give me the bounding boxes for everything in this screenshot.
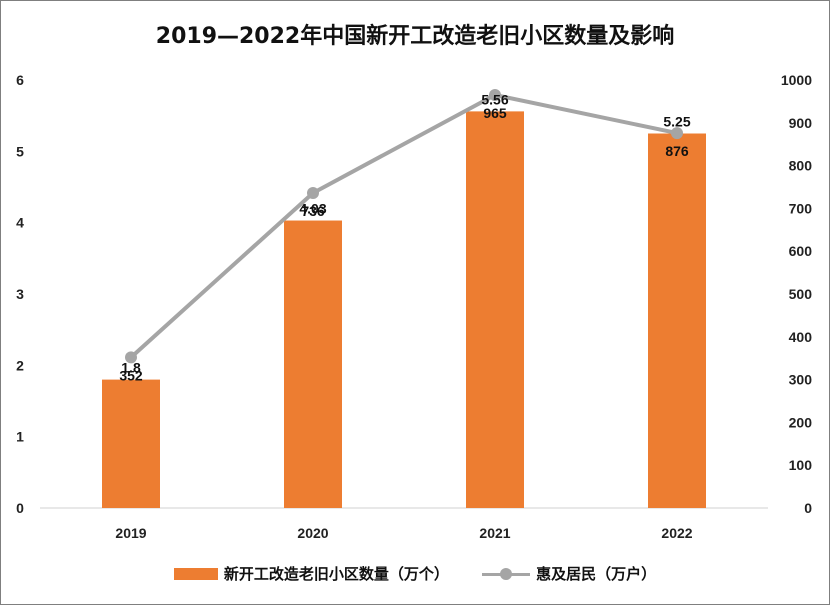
x-tick-label: 2019 (115, 525, 146, 541)
bar-data-label: 5.56 (481, 91, 508, 107)
legend-label-bars: 新开工改造老旧小区数量（万个） (223, 565, 449, 583)
line-point (489, 88, 501, 101)
legend-label-line: 惠及居民（万户） (536, 565, 657, 583)
right-tick-label: 300 (789, 372, 813, 388)
right-tick-label: 800 (789, 158, 813, 174)
left-tick-label: 5 (16, 143, 24, 159)
right-tick-label: 600 (789, 243, 813, 259)
left-tick-label: 1 (16, 429, 24, 445)
legend-swatch-bar (173, 567, 218, 580)
line-point (307, 186, 319, 199)
legend-item-line: 惠及居民（万户） (482, 563, 656, 584)
left-tick-label: 6 (16, 72, 24, 88)
x-tick-label: 2022 (661, 525, 692, 541)
line-point (125, 351, 137, 364)
legend-swatch-line (482, 567, 531, 580)
right-tick-label: 200 (789, 414, 813, 430)
left-tick-label: 4 (16, 215, 24, 231)
right-tick-label: 1000 (781, 72, 812, 88)
right-tick-label: 0 (804, 500, 812, 516)
x-tick-label: 2020 (297, 525, 328, 541)
line-data-label: 352 (119, 367, 143, 383)
series-line (129, 92, 678, 359)
line-data-label: 876 (665, 143, 689, 159)
bar-data-label: 5.25 (663, 114, 690, 130)
left-tick-label: 0 (16, 500, 24, 516)
bar (102, 379, 160, 508)
bar-data-label: 1.8 (121, 360, 141, 376)
line-data-label: 965 (483, 105, 507, 121)
right-tick-label: 700 (789, 200, 813, 216)
chart-title: 2019—2022年中国新开工改造老旧小区数量及影响 (155, 24, 675, 49)
legend-item-bars: 新开工改造老旧小区数量（万个） (173, 563, 449, 584)
legend: 新开工改造老旧小区数量（万个） 惠及居民（万户） (0, 563, 830, 584)
left-tick-label: 3 (16, 286, 24, 302)
right-tick-label: 900 (789, 115, 813, 131)
right-tick-label: 100 (789, 457, 813, 473)
bar-data-label: 4.03 (299, 201, 326, 217)
bar (284, 220, 342, 508)
x-tick-label: 2021 (479, 525, 510, 541)
right-tick-label: 400 (789, 329, 813, 345)
left-tick-label: 2 (16, 357, 24, 373)
line-data-label: 736 (301, 203, 325, 219)
bar (466, 111, 524, 509)
bar (648, 133, 706, 508)
line-point (671, 127, 683, 140)
right-tick-label: 500 (789, 286, 813, 302)
